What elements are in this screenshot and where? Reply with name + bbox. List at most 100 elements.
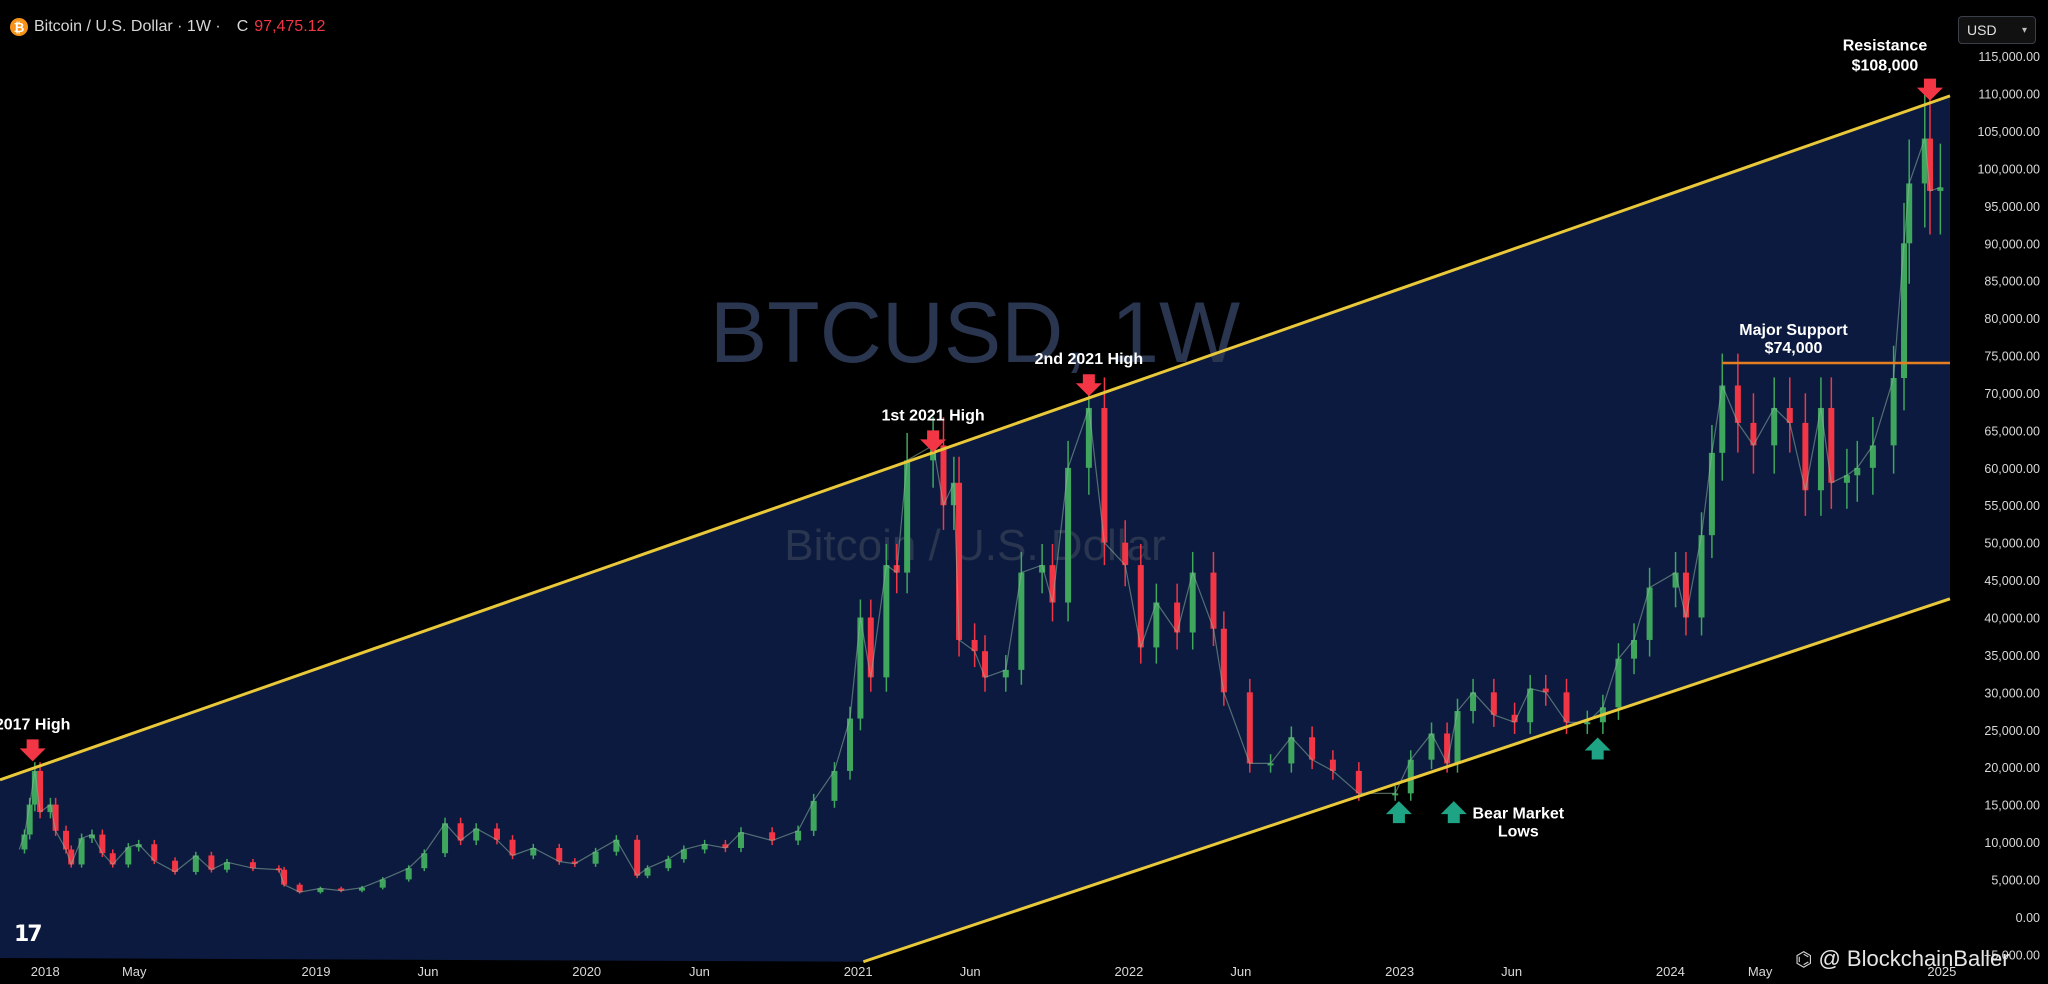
credit-watermark: ⌬ @ BlockchainBaller — [1795, 946, 2010, 972]
candle-body — [867, 617, 874, 678]
annotation-value: $74,000 — [1765, 340, 1823, 357]
candle-body — [1563, 692, 1570, 723]
candle-body — [1309, 737, 1316, 760]
y-tick-label: 10,000.00 — [1984, 836, 2040, 850]
annotation-label: 1st 2021 High — [882, 407, 985, 424]
candle-body — [52, 804, 59, 831]
y-tick-label: 5,000.00 — [1991, 873, 2040, 887]
candle-body — [1392, 793, 1399, 796]
candle-body — [1771, 407, 1778, 446]
candle-body — [109, 853, 116, 865]
y-tick-label: 15,000.00 — [1984, 799, 2040, 813]
candle-body — [1220, 628, 1227, 693]
candle-body — [1615, 658, 1622, 708]
candle-body — [1018, 572, 1025, 670]
candle-body — [1189, 572, 1196, 633]
watermark-name: Bitcoin / U.S. Dollar — [784, 521, 1165, 570]
annotation-value: $108,000 — [1852, 58, 1919, 75]
candle-body — [296, 884, 303, 893]
candle-body — [1584, 722, 1591, 725]
annotation-label: 2nd 2021 High — [1035, 351, 1143, 368]
down-arrow-icon — [920, 430, 947, 453]
y-tick-label: 25,000.00 — [1984, 724, 2040, 738]
candle-body — [1153, 602, 1160, 648]
candle-body — [1802, 422, 1809, 491]
credit-text: @ BlockchainBaller — [1818, 946, 2010, 971]
candle-body — [208, 855, 215, 870]
candle-body — [1817, 407, 1824, 491]
y-tick-label: 55,000.00 — [1984, 499, 2040, 513]
y-tick-label: 45,000.00 — [1984, 574, 2040, 588]
x-tick-label: Jun — [417, 964, 438, 979]
candle-body — [358, 887, 365, 891]
candle-body — [1267, 763, 1274, 766]
currency-select[interactable]: USD ▾ — [1958, 16, 2036, 44]
x-tick-label: Jun — [1230, 964, 1251, 979]
x-tick-label: 2018 — [31, 964, 60, 979]
x-tick-label: May — [122, 964, 147, 979]
x-tick-label: Jun — [689, 964, 710, 979]
y-tick-label: 80,000.00 — [1984, 312, 2040, 326]
candle-body — [722, 844, 729, 848]
tradingview-logo[interactable]: 17 — [14, 922, 43, 947]
symbol-title: Bitcoin / U.S. Dollar · 1W · — [34, 18, 221, 35]
candle-body — [47, 804, 54, 813]
candle-body — [1527, 688, 1534, 723]
candle-body — [172, 860, 179, 872]
candle-body — [1085, 407, 1092, 468]
candle-body — [634, 839, 641, 876]
candle-body — [99, 834, 106, 854]
candle-body — [1672, 572, 1679, 588]
symbol-header[interactable]: ₿ Bitcoin / U.S. Dollar · 1W · C 97,475.… — [10, 18, 325, 36]
y-tick-label: 115,000.00 — [1978, 50, 2040, 64]
up-arrow-icon — [1440, 801, 1467, 824]
currency-select-value: USD — [1967, 22, 1997, 38]
y-tick-label: 0.00 — [2016, 911, 2040, 925]
candle-body — [1246, 692, 1253, 764]
close-value: 97,475.12 — [254, 18, 326, 35]
down-arrow-icon — [19, 739, 46, 762]
candle-body — [1646, 587, 1653, 640]
down-arrow-icon — [1916, 78, 1943, 101]
candle-body — [1682, 572, 1689, 618]
candle-body — [571, 861, 578, 864]
candle-body — [37, 770, 44, 813]
candle-body — [249, 862, 256, 869]
annotation-label: Major Support — [1739, 322, 1848, 339]
y-tick-label: 35,000.00 — [1984, 649, 2040, 663]
candle-body — [680, 849, 687, 860]
x-tick-label: May — [1748, 964, 1773, 979]
candle-body — [1786, 407, 1793, 423]
y-tick-label: −5,000.00 — [1984, 948, 2040, 962]
candle-body — [1937, 187, 1944, 191]
candle-body — [1542, 688, 1549, 693]
candle-body — [1288, 737, 1295, 764]
candle-body — [613, 839, 620, 852]
candle-body — [151, 844, 158, 861]
channel-fill — [0, 95, 1950, 962]
y-tick-label: 110,000.00 — [1978, 88, 2040, 102]
candle-body — [1355, 770, 1362, 794]
candle-body — [442, 823, 449, 854]
candle-body — [1174, 602, 1181, 633]
x-tick-label: 2020 — [572, 964, 601, 979]
candle-body — [592, 851, 599, 864]
candle-body — [1890, 378, 1897, 446]
candle-body — [1428, 733, 1435, 760]
price-line — [18, 138, 1941, 893]
candle-body — [971, 639, 978, 652]
y-tick-label: 105,000.00 — [1977, 125, 2040, 139]
candle-body — [405, 868, 412, 880]
annotation-label: Resistance — [1843, 38, 1928, 55]
candle-body — [701, 844, 708, 850]
x-tick-label: 2022 — [1114, 964, 1143, 979]
y-tick-label: 60,000.00 — [1984, 462, 2040, 476]
candle-body — [956, 482, 963, 640]
candle-body — [78, 838, 85, 865]
x-tick-label: 2021 — [844, 964, 873, 979]
candle-body — [1750, 422, 1757, 446]
watermark-symbol: BTCUSD, 1W — [710, 285, 1240, 381]
chevron-down-icon: ▾ — [2021, 24, 2027, 36]
candle-body — [769, 832, 776, 841]
